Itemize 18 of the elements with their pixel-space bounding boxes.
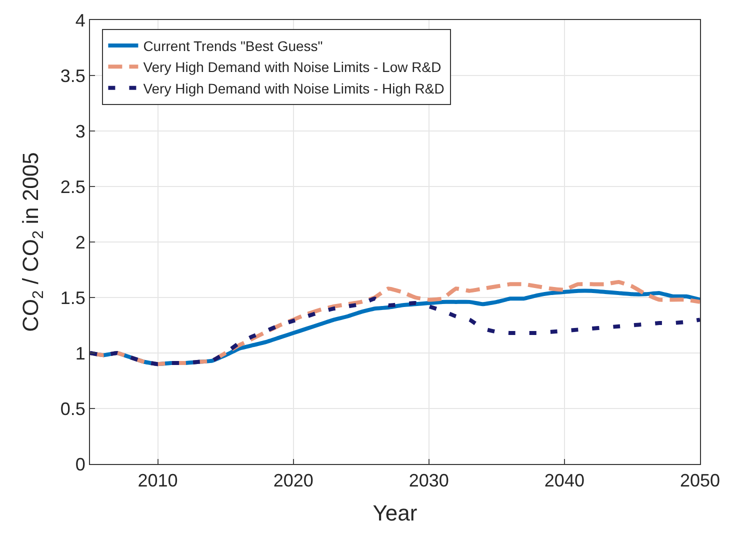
y-tick-label: 1.5 (60, 288, 86, 308)
x-axis-title: Year (372, 500, 418, 526)
y-tick-label: 3.5 (60, 66, 86, 86)
y-tick-label: 0 (75, 454, 86, 474)
y-tick-label: 1 (75, 343, 86, 364)
x-tick-label: 2030 (408, 470, 449, 491)
x-tick-label: 2020 (273, 470, 314, 491)
legend-label: Current Trends "Best Guess" (143, 38, 323, 54)
x-tick-label: 2040 (544, 470, 584, 491)
x-tick-label: 2010 (138, 470, 178, 491)
y-tick-label: 4 (75, 10, 86, 30)
y-tick-label: 2 (75, 232, 86, 252)
legend-label: Very High Demand with Noise Limits - High R&D (143, 80, 444, 96)
legend-label: Very High Demand with Noise Limits - Low R&D (143, 59, 442, 76)
x-tick-label: 2050 (680, 470, 720, 491)
y-tick-label: 0.5 (60, 398, 86, 419)
y-tick-label: 3 (75, 121, 86, 142)
y-tick-label: 2.5 (60, 176, 86, 197)
